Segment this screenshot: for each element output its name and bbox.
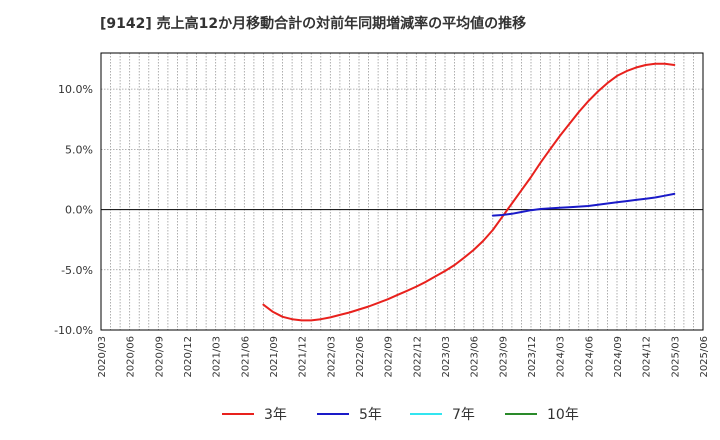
- x-tick-label: 2022/12: [412, 336, 423, 378]
- y-tick-label: 5.0%: [65, 143, 93, 156]
- x-tick-label: 2024/06: [584, 336, 595, 378]
- x-tick-label: 2023/09: [498, 336, 509, 378]
- x-tick-label: 2024/12: [642, 336, 653, 378]
- x-tick-label: 2023/12: [527, 336, 538, 378]
- x-tick-label: 2024/03: [556, 336, 567, 378]
- legend-label-7年: 7年: [452, 407, 475, 423]
- x-tick-label: 2025/06: [699, 336, 710, 378]
- x-tick-label: 2023/06: [470, 336, 481, 378]
- series-line-5年: [491, 192, 676, 217]
- x-tick-label: 2020/06: [126, 336, 137, 378]
- y-tick-label: -10.0%: [54, 324, 93, 337]
- legend-label-5年: 5年: [359, 407, 382, 423]
- x-tick-label: 2020/12: [183, 336, 194, 378]
- x-tick-label: 2020/03: [97, 336, 108, 378]
- series-lines: [262, 62, 676, 322]
- y-axis: 10.0% 5.0% 0.0% -5.0% -10.0%: [54, 83, 93, 337]
- x-tick-label: 2023/03: [441, 336, 452, 378]
- x-tick-label: 2021/09: [269, 336, 280, 378]
- legend: 3年 5年 7年 10年: [222, 407, 579, 423]
- legend-label-3年: 3年: [264, 407, 287, 423]
- x-tick-label: 2021/12: [298, 336, 309, 378]
- y-tick-label: 0.0%: [65, 204, 93, 217]
- x-tick-label: 2022/03: [326, 336, 337, 378]
- plot-area: [100, 52, 704, 331]
- x-tick-label: 2022/09: [384, 336, 395, 378]
- x-tick-label: 2021/06: [240, 336, 251, 378]
- legend-label-10年: 10年: [547, 407, 579, 423]
- grid-lines: [101, 53, 703, 330]
- series-line-3年: [262, 62, 676, 322]
- chart-title: [9142] 売上高12か月移動合計の対前年同期増減率の平均値の推移: [100, 15, 526, 32]
- x-tick-label: 2022/06: [355, 336, 366, 378]
- y-tick-label: 10.0%: [58, 83, 93, 96]
- y-tick-label: -5.0%: [61, 264, 93, 277]
- x-tick-label: 2021/03: [212, 336, 223, 378]
- x-axis: 2020/03 2020/06 2020/09 2020/12 2021/03 2021/…: [97, 336, 710, 378]
- x-tick-label: 2024/09: [613, 336, 624, 378]
- x-tick-label: 2025/03: [670, 336, 681, 378]
- x-tick-label: 2020/09: [154, 336, 165, 378]
